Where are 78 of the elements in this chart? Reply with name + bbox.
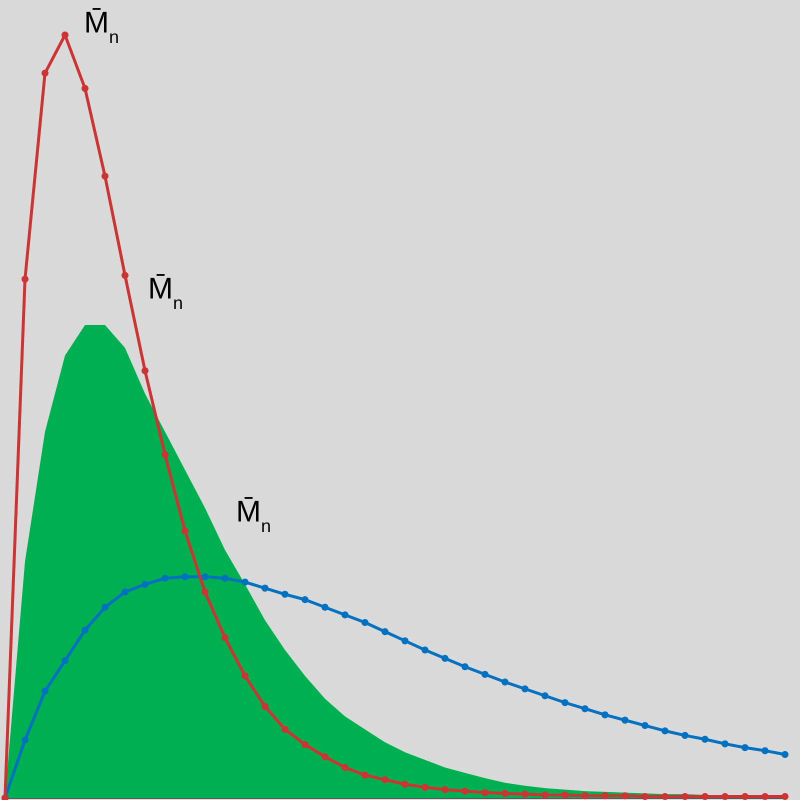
point	[702, 736, 708, 743]
point	[182, 527, 188, 534]
point	[522, 685, 528, 692]
point	[622, 792, 628, 800]
point	[442, 786, 448, 794]
point	[362, 772, 368, 779]
point	[202, 573, 208, 580]
point	[42, 688, 48, 695]
point	[242, 672, 248, 680]
point	[382, 628, 388, 636]
point	[402, 637, 408, 644]
point	[682, 732, 688, 739]
point	[222, 574, 228, 582]
point	[82, 84, 88, 92]
point	[742, 792, 748, 800]
point	[582, 705, 588, 712]
point	[262, 702, 268, 710]
point	[382, 776, 388, 784]
point	[62, 657, 68, 664]
point	[22, 276, 28, 283]
point	[422, 784, 428, 791]
point	[322, 604, 328, 611]
point	[362, 619, 368, 626]
point	[102, 604, 108, 611]
point	[282, 726, 288, 733]
point	[502, 678, 508, 686]
point	[742, 744, 748, 752]
point	[142, 367, 148, 374]
point	[662, 792, 668, 800]
point	[562, 791, 568, 798]
point	[282, 590, 288, 598]
point	[242, 578, 248, 586]
point	[522, 790, 528, 798]
point	[782, 792, 788, 800]
point	[122, 272, 128, 279]
point	[662, 727, 668, 734]
point	[462, 788, 468, 795]
point	[22, 736, 28, 744]
point	[222, 634, 228, 642]
point	[182, 573, 188, 580]
point	[622, 716, 628, 724]
point	[682, 792, 688, 800]
point	[122, 588, 128, 596]
point	[642, 722, 648, 730]
point	[302, 741, 308, 748]
point	[422, 646, 428, 654]
point	[602, 711, 608, 718]
point	[542, 791, 548, 798]
point	[722, 740, 728, 748]
point	[202, 588, 208, 596]
point	[142, 580, 148, 588]
point	[302, 596, 308, 604]
point	[602, 792, 608, 800]
point	[562, 699, 568, 706]
point	[262, 584, 268, 592]
point	[442, 654, 448, 662]
point	[162, 574, 168, 582]
point	[582, 792, 588, 800]
point	[762, 792, 768, 800]
point	[762, 747, 768, 754]
point	[42, 70, 48, 77]
point	[322, 753, 328, 760]
point	[62, 32, 68, 38]
point	[702, 792, 708, 800]
point	[542, 692, 548, 700]
point	[82, 626, 88, 634]
point	[342, 611, 348, 618]
point	[462, 663, 468, 670]
point	[502, 790, 508, 797]
point	[782, 751, 788, 758]
point	[342, 764, 348, 771]
point	[102, 172, 108, 180]
point	[482, 789, 488, 796]
point	[642, 792, 648, 800]
point	[162, 451, 168, 458]
point	[402, 780, 408, 788]
point	[482, 670, 488, 678]
point	[722, 792, 728, 800]
